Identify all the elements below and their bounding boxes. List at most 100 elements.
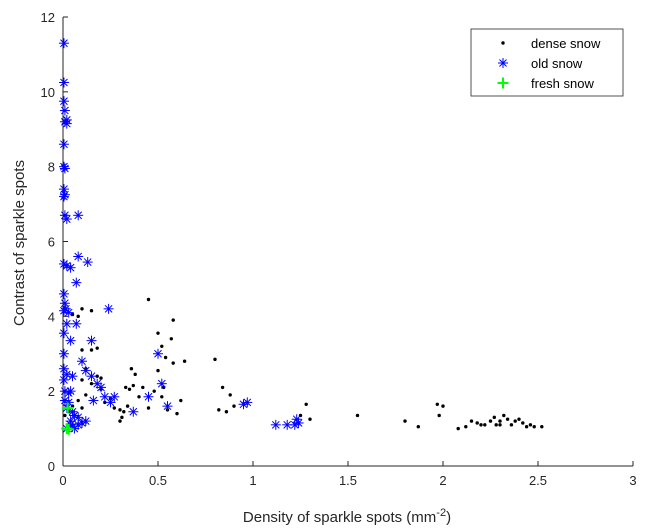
dense-snow-point xyxy=(163,355,168,360)
dense-snow-point xyxy=(76,314,80,319)
dense-snow-point xyxy=(355,413,360,418)
dense-snow-point xyxy=(441,404,445,408)
dense-snow-point xyxy=(505,417,510,421)
dense-snow-point xyxy=(89,381,94,386)
dense-snow-point xyxy=(118,419,122,423)
dense-snow-point xyxy=(435,402,439,406)
old-snow-point xyxy=(65,386,76,397)
dense-snow-point xyxy=(125,404,130,408)
old-snow-point xyxy=(82,257,93,268)
dense-snow-point xyxy=(80,378,84,382)
old-snow-point xyxy=(80,416,91,427)
dense-snow-point xyxy=(492,415,496,420)
dense-snow-point xyxy=(133,372,137,377)
old-snow-point xyxy=(67,371,78,382)
dense-snow-point xyxy=(103,400,107,405)
old-snow-point xyxy=(61,114,72,125)
dense-snow-point xyxy=(464,425,468,429)
dense-snow-point xyxy=(160,344,164,348)
old-snow-point xyxy=(143,391,154,402)
dense-snow-point xyxy=(76,398,80,403)
dense-snow-point xyxy=(498,419,502,423)
old-snow-point xyxy=(58,374,69,385)
y-tick-label: 0 xyxy=(48,459,55,474)
legend-label-fresh-snow: fresh snow xyxy=(531,76,594,91)
y-tick-label: 8 xyxy=(48,160,55,175)
dense-snow-point xyxy=(95,346,99,350)
dense-snow-point xyxy=(403,419,407,423)
dense-snow-point xyxy=(517,417,521,421)
dense-snow-point xyxy=(171,318,175,322)
dense-snow-point xyxy=(437,413,441,418)
x-tick-label: 3 xyxy=(629,473,636,488)
dense-snow-point xyxy=(127,387,132,391)
old-snow-point xyxy=(58,328,69,339)
old-snow-point xyxy=(109,391,120,402)
dense-snow-point xyxy=(483,423,487,427)
dense-snow-point xyxy=(224,410,229,414)
old-snow-point xyxy=(86,371,97,382)
old-snow-point xyxy=(73,251,84,262)
old-snow-point xyxy=(162,401,173,412)
dense-snow-point xyxy=(137,395,141,399)
old-snow-point xyxy=(59,105,70,116)
old-snow-point xyxy=(156,378,167,389)
old-snow-point xyxy=(77,356,87,367)
dense-snow-point xyxy=(304,402,308,406)
dense-snow-point xyxy=(160,395,164,399)
dense-snow-point xyxy=(532,425,536,429)
dense-snow-point xyxy=(141,385,145,390)
dense-snow-point xyxy=(513,419,517,423)
dense-snow-point xyxy=(475,421,479,425)
y-tick-label: 4 xyxy=(48,309,55,324)
y-tick-label: 6 xyxy=(48,235,55,250)
dense-snow-point xyxy=(521,421,525,425)
legend-marker-fresh-snow xyxy=(497,77,509,89)
old-snow-point xyxy=(65,262,76,273)
old-snow-point xyxy=(58,38,69,49)
x-tick-label: 2 xyxy=(439,473,446,488)
dense-snow-point xyxy=(152,389,156,393)
dense-snow-point xyxy=(122,410,126,414)
dense-snow-point xyxy=(80,348,84,352)
dense-snow-point xyxy=(89,309,94,313)
dense-snow-point xyxy=(63,413,67,418)
dense-snow-point xyxy=(124,385,128,390)
old-snow-point xyxy=(65,335,76,346)
dense-snow-point xyxy=(228,393,232,397)
y-tick-label: 12 xyxy=(41,10,55,25)
dense-snow-point xyxy=(120,415,124,420)
legend-marker-old-snow xyxy=(498,58,508,68)
data-points xyxy=(58,38,544,435)
y-tick-label: 10 xyxy=(41,85,55,100)
old-snow-point xyxy=(58,348,69,359)
fresh-snow-point xyxy=(62,402,74,414)
legend: dense snow old snow fresh snow xyxy=(470,28,624,97)
dense-snow-point xyxy=(118,408,122,412)
y-axis-title: Contrast of sparkle spots xyxy=(11,160,28,326)
old-snow-point xyxy=(71,277,82,288)
old-snow-point xyxy=(128,406,139,417)
x-tick-label: 0 xyxy=(59,473,66,488)
dense-snow-point xyxy=(171,361,175,365)
x-axis-title-superscript: -2 xyxy=(436,507,446,519)
x-tick-label: 0.5 xyxy=(149,473,167,488)
old-snow-point xyxy=(105,397,116,408)
old-snow-point xyxy=(73,419,84,430)
dense-snow-point xyxy=(182,359,187,363)
dense-snow-point xyxy=(217,408,221,412)
dense-snow-point xyxy=(479,423,483,427)
x-axis-title-main: Density of sparkle spots (mm xyxy=(243,509,436,526)
x-axis-title: Density of sparkle spots (mm-2) xyxy=(243,507,451,526)
old-snow-point xyxy=(71,318,82,329)
x-tick-label: 1.5 xyxy=(339,473,357,488)
old-snow-point xyxy=(59,163,70,174)
old-snow-point xyxy=(293,417,304,428)
dense-snow-point xyxy=(95,374,99,378)
dense-snow-point xyxy=(169,337,173,341)
old-snow-point xyxy=(58,139,69,150)
dense-snow-point xyxy=(456,426,460,431)
dense-snow-point xyxy=(84,393,88,397)
dense-snow-point xyxy=(488,419,493,423)
old-snow-point xyxy=(96,382,106,393)
